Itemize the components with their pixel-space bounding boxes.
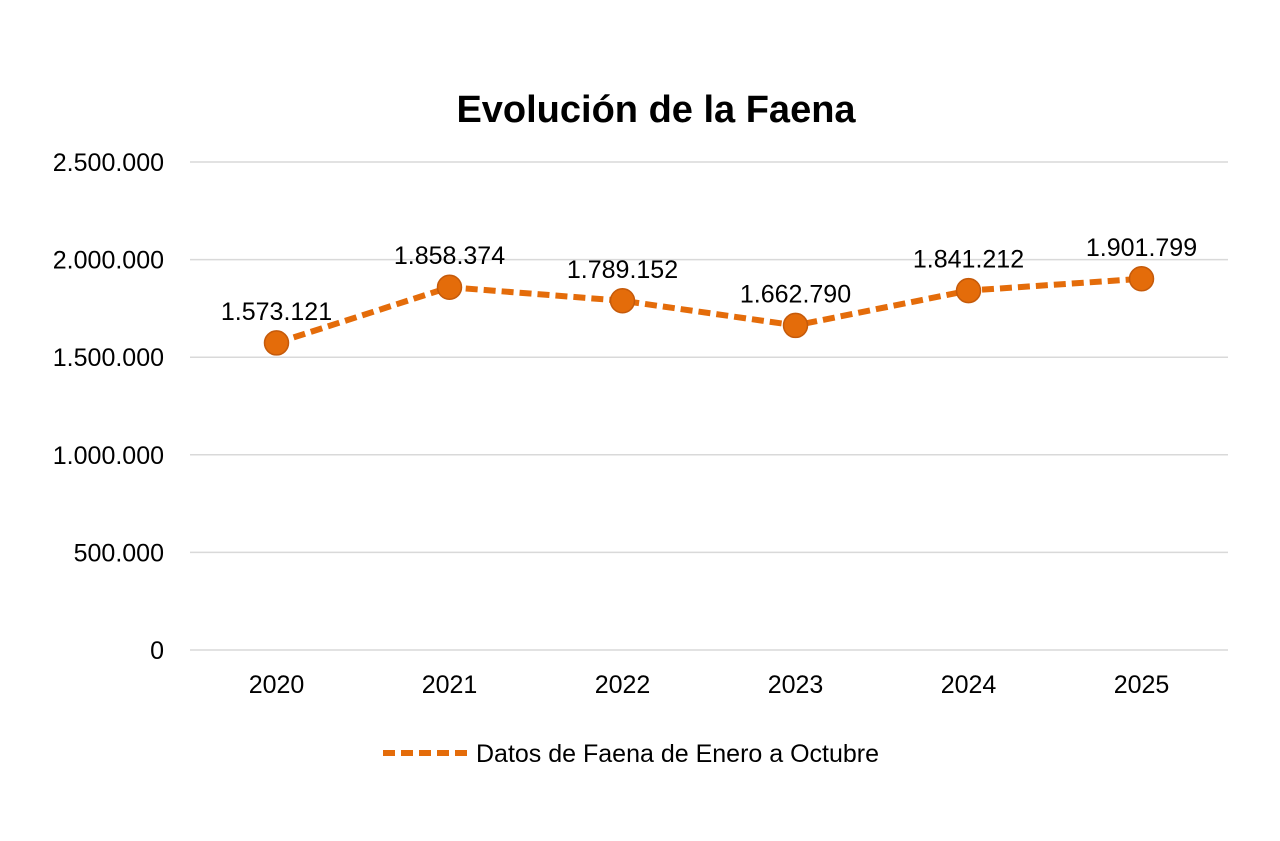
y-tick-label-0: 0	[150, 637, 164, 665]
series-datos-faena	[263, 266, 1155, 356]
chart-title: Evolución de la Faena	[456, 89, 856, 131]
data-point-2021	[436, 274, 463, 300]
data-label-2020: 1.573.121	[221, 298, 332, 326]
gridlines	[190, 161, 1228, 651]
data-label-2025: 1.901.799	[1086, 234, 1197, 262]
y-tick-label-2: 1.000.000	[53, 442, 164, 470]
y-tick-label-4: 2.000.000	[53, 247, 164, 275]
data-point-2022	[609, 288, 636, 314]
x-tick-label-2022: 2022	[595, 671, 651, 699]
data-label-2021: 1.858.374	[394, 242, 505, 270]
data-point-2025	[1128, 266, 1155, 292]
y-tick-label-3: 1.500.000	[53, 344, 164, 372]
x-tick-label-2025: 2025	[1114, 671, 1170, 699]
series-line	[275, 275, 1142, 346]
legend: Datos de Faena de Enero a Octubre	[383, 740, 879, 768]
data-point-2020	[263, 330, 290, 356]
x-axis-tick-labels: 2020 2021 2022 2023 2024 2025	[249, 671, 1170, 699]
x-tick-label-2021: 2021	[422, 671, 478, 699]
y-axis-tick-labels: 0 500.000 1.000.000 1.500.000 2.000.000 2.500…	[53, 149, 164, 665]
y-tick-label-1: 500.000	[74, 539, 164, 567]
x-tick-label-2020: 2020	[249, 671, 305, 699]
data-point-2023	[782, 312, 809, 339]
data-label-2022: 1.789.152	[567, 256, 678, 284]
data-labels: 1.573.121 1.858.374 1.789.152 1.662.790 1.84…	[221, 234, 1197, 326]
legend-label: Datos de Faena de Enero a Octubre	[476, 740, 879, 768]
x-tick-label-2024: 2024	[941, 671, 997, 699]
data-label-2023: 1.662.790	[740, 280, 851, 308]
x-tick-label-2023: 2023	[768, 671, 824, 699]
data-label-2024: 1.841.212	[913, 246, 1024, 274]
y-tick-label-5: 2.500.000	[53, 149, 164, 177]
data-point-2024	[955, 277, 982, 304]
